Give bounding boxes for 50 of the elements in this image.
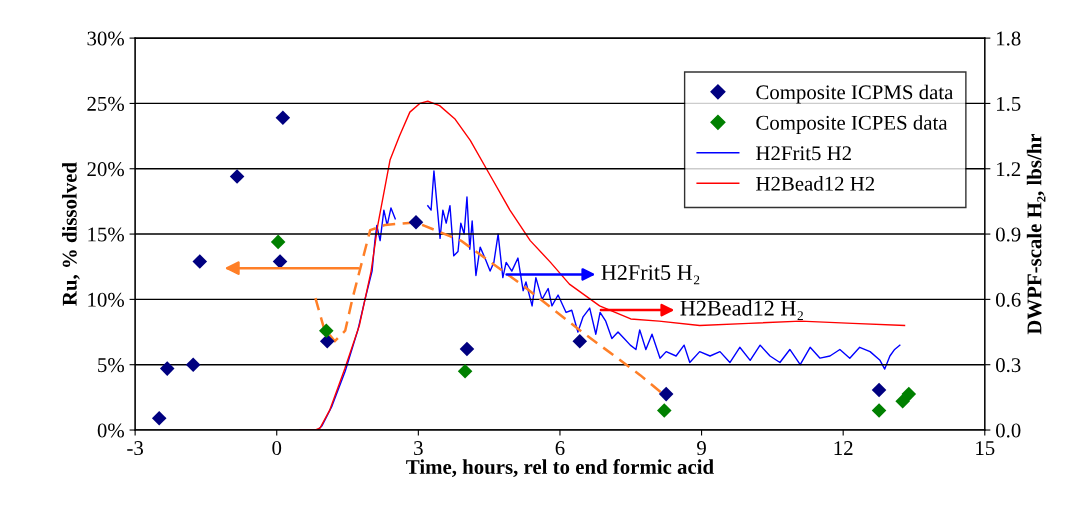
point [656,403,672,418]
x-tick-label: 6 [555,441,565,456]
y2-tick-label: 0.9 [996,227,1021,242]
point [319,333,335,349]
x-tick-label: 0 [272,441,282,456]
x-axis-title: Time, hours, rel to end formic acid [406,459,714,478]
point [457,363,473,379]
x-tick-label: 9 [697,441,706,456]
legend-label: Composite ICPMS data [756,84,954,104]
x-tick-label: -3 [127,441,143,456]
y2-tick-label: 1.8 [997,31,1021,46]
legend-label: H2Frit5 H2 [756,146,851,161]
y-tick-label: 0% [97,423,124,438]
point [658,386,674,402]
point [572,333,588,349]
y-tick-label: 5% [98,358,124,373]
point [270,234,286,250]
legend-label: Composite ICPES data [756,115,948,135]
point [151,410,167,426]
y-axis-title: Ru, % dissolved [62,162,80,306]
point [275,110,291,126]
point [871,403,887,418]
point [159,361,175,376]
y2-tick-label: 0.3 [996,358,1021,373]
point [229,169,245,184]
point [272,254,288,269]
y2-tick-label: 1.5 [997,96,1021,111]
y-tick-label: 25% [87,96,124,111]
annotation: H2Bead12 H₂ [680,300,803,320]
y2-tick-label: 1.2 [997,162,1021,177]
point [192,254,208,269]
point [319,323,334,339]
y-tick-label: 15% [88,227,124,242]
point [185,357,201,372]
y-tick-label: 10% [88,292,124,307]
y2-tick-label: 0.6 [996,292,1021,307]
point [901,386,917,402]
legend-label: H2Bead12 H2 [756,176,875,191]
point [408,215,424,230]
y2-axis-title: DWPF-scale H₂, lbs/hr [1026,133,1046,335]
point [895,394,910,409]
x-tick-label: 12 [834,441,853,455]
y-tick-label: 20% [87,162,124,177]
annotation: H2Frit5 H₂ [601,265,700,285]
point [871,382,887,398]
y2-tick-label: 0.0 [996,423,1021,438]
point [459,341,475,357]
x-tick-label: 3 [414,441,423,456]
y-tick-label: 30% [87,31,124,46]
x-tick-label: 15 [976,441,995,456]
